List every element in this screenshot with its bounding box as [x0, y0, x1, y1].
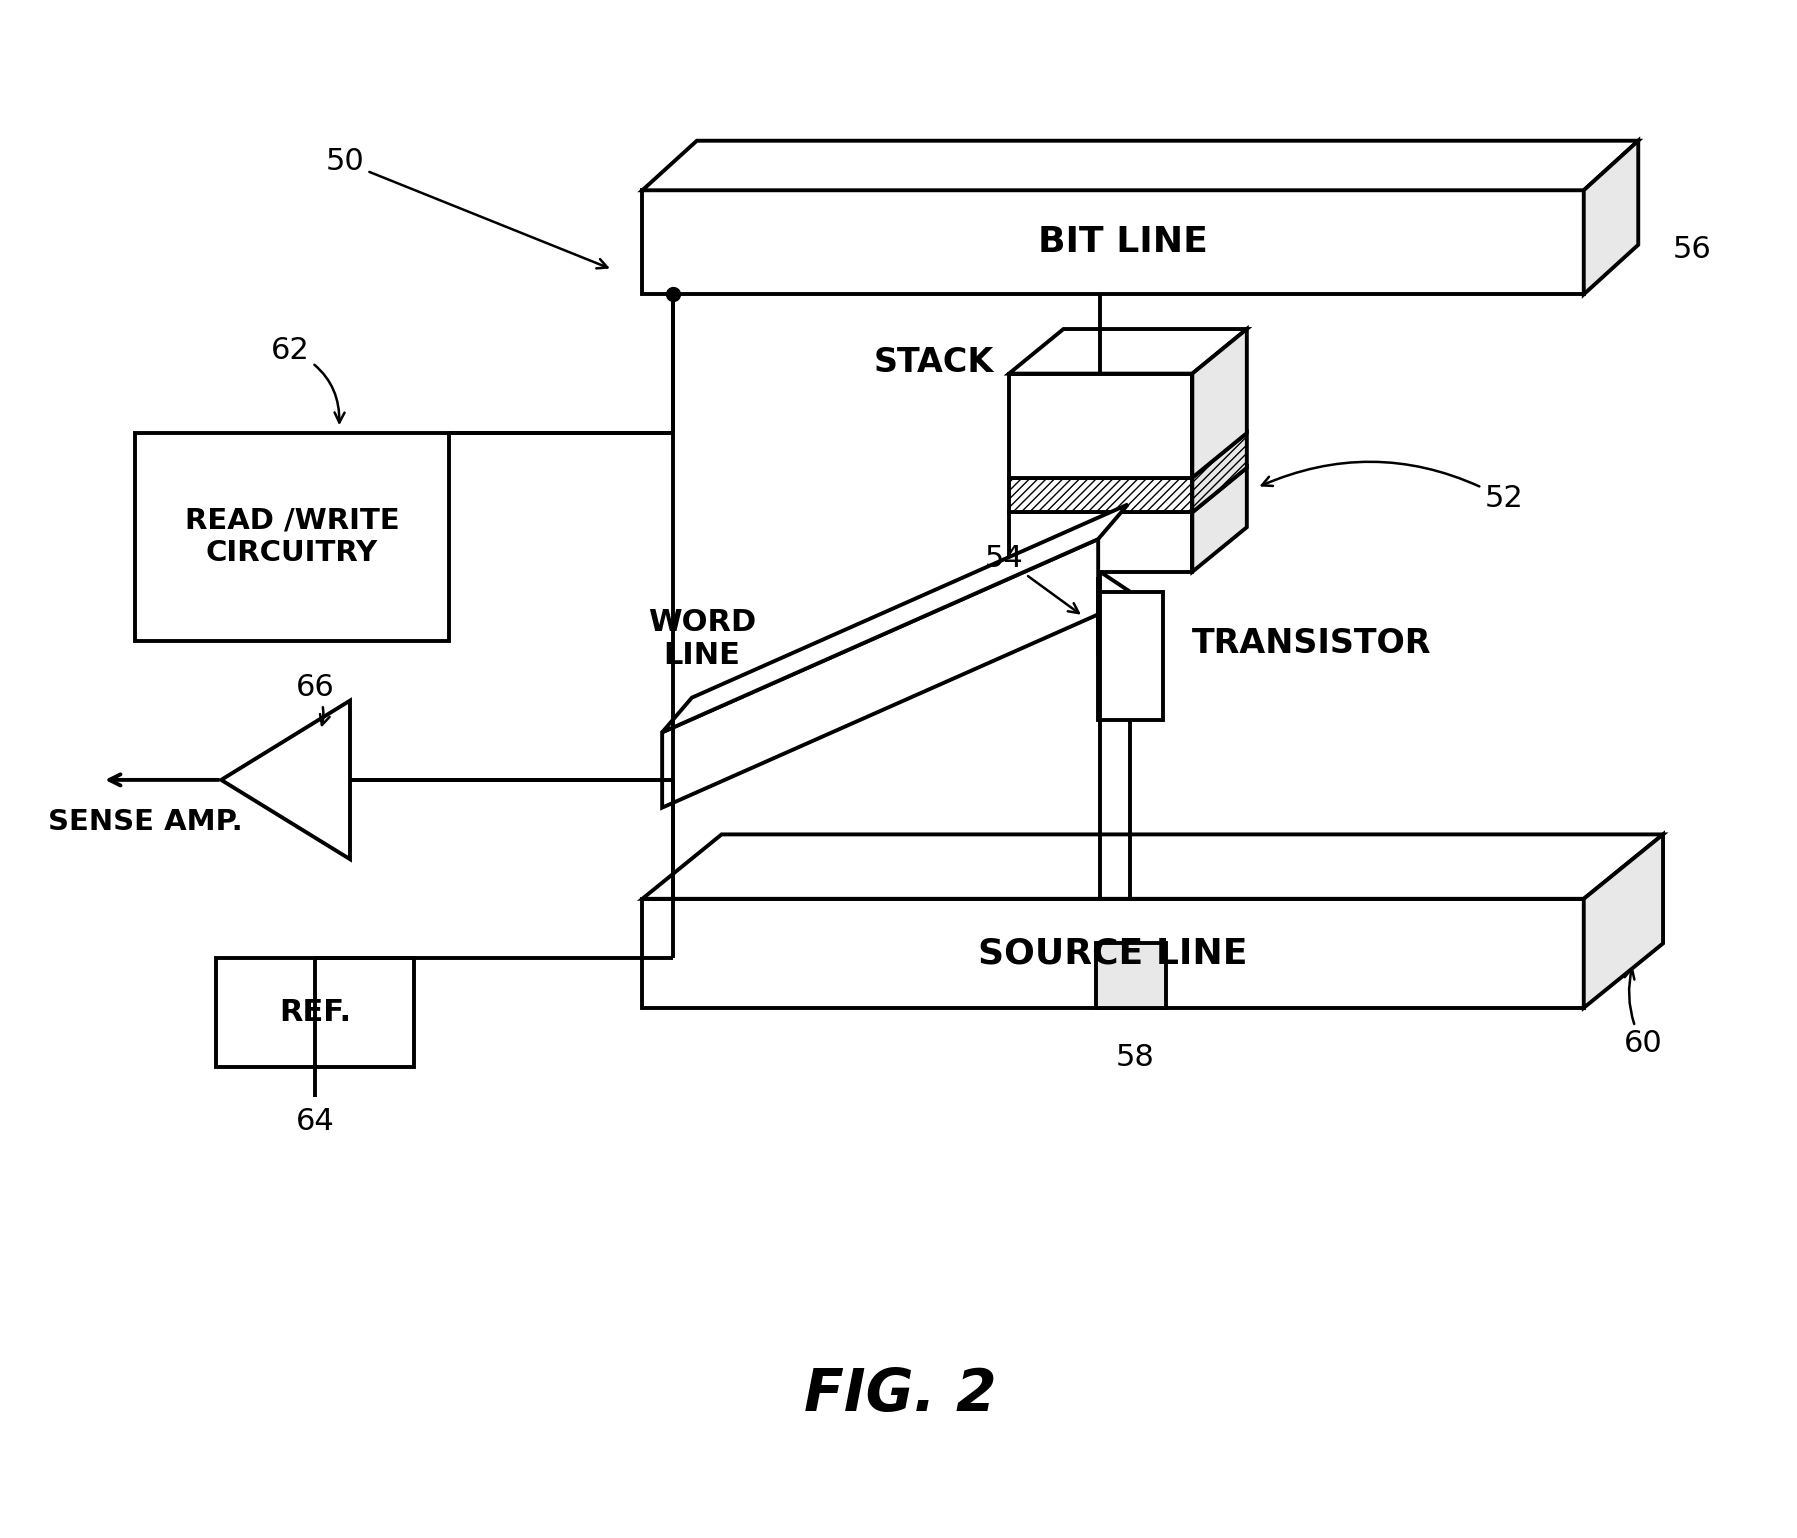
Text: WORD
LINE: WORD LINE: [647, 608, 757, 671]
Polygon shape: [642, 898, 1583, 1007]
Polygon shape: [642, 835, 1662, 898]
Polygon shape: [1193, 434, 1247, 512]
Polygon shape: [1008, 478, 1193, 512]
Text: 56: 56: [1673, 235, 1713, 265]
Text: BIT LINE: BIT LINE: [1039, 225, 1208, 260]
Text: READ /WRITE
CIRCUITRY: READ /WRITE CIRCUITRY: [185, 508, 399, 568]
Text: 54: 54: [985, 544, 1078, 614]
Text: STACK: STACK: [873, 346, 994, 378]
Polygon shape: [661, 504, 1129, 732]
Text: 62: 62: [271, 335, 345, 423]
Polygon shape: [1098, 592, 1163, 720]
Polygon shape: [1008, 329, 1247, 374]
Text: 50: 50: [325, 148, 607, 269]
Text: SENSE AMP.: SENSE AMP.: [49, 807, 243, 835]
Text: FIG. 2: FIG. 2: [803, 1366, 996, 1423]
Polygon shape: [216, 958, 415, 1067]
Text: 60: 60: [1623, 969, 1662, 1058]
Text: SOURCE LINE: SOURCE LINE: [978, 937, 1247, 970]
Polygon shape: [1096, 943, 1166, 1007]
Text: 52: 52: [1261, 461, 1524, 514]
Text: 58: 58: [1116, 1043, 1154, 1072]
Polygon shape: [1008, 512, 1193, 572]
Polygon shape: [661, 540, 1098, 807]
Polygon shape: [221, 701, 350, 860]
Polygon shape: [1008, 374, 1193, 478]
Polygon shape: [1583, 835, 1662, 1007]
Polygon shape: [642, 191, 1583, 294]
Polygon shape: [642, 140, 1639, 191]
Polygon shape: [1193, 468, 1247, 572]
Text: 64: 64: [297, 1107, 334, 1137]
Text: 66: 66: [295, 672, 334, 724]
Polygon shape: [135, 434, 449, 641]
Polygon shape: [1583, 140, 1639, 294]
Text: REF.: REF.: [279, 998, 352, 1027]
Text: TRANSISTOR: TRANSISTOR: [1193, 626, 1432, 660]
Polygon shape: [1193, 329, 1247, 478]
